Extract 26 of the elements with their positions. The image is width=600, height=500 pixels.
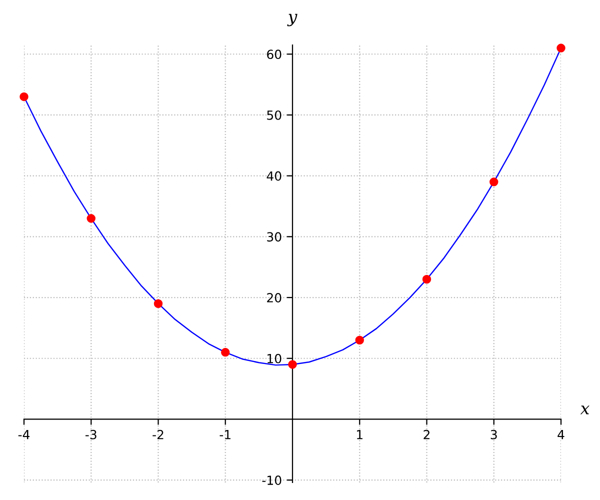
y-tick-label: 30 <box>267 232 282 242</box>
point <box>288 360 297 369</box>
y-tick-label: 40 <box>266 171 282 181</box>
point <box>86 214 96 223</box>
y-axis-title: y <box>287 14 298 26</box>
x-axis-title: x <box>580 406 590 414</box>
y-tick-label: 50 <box>267 110 282 120</box>
point <box>221 348 230 357</box>
x-tick-label: -1 <box>220 430 230 440</box>
x-tick-label: 4 <box>558 430 564 440</box>
point <box>490 178 498 186</box>
x-tick-label: -2 <box>152 430 164 440</box>
point <box>355 336 364 344</box>
point <box>556 44 566 52</box>
y-tick-label: 20 <box>267 292 282 302</box>
point <box>422 274 432 284</box>
y-tick-label: -10 <box>262 476 282 485</box>
y-tick-label: 60 <box>267 50 282 60</box>
x-tick-label: -4 <box>18 430 30 440</box>
y-tick-label: 10 <box>268 354 282 364</box>
point <box>20 92 28 102</box>
x-tick-label: 1 <box>357 430 362 440</box>
x-tick-label: 2 <box>424 430 430 440</box>
x-tick-label: -3 <box>86 430 96 440</box>
x-tick-label: 3 <box>490 430 497 440</box>
point <box>154 299 163 308</box>
